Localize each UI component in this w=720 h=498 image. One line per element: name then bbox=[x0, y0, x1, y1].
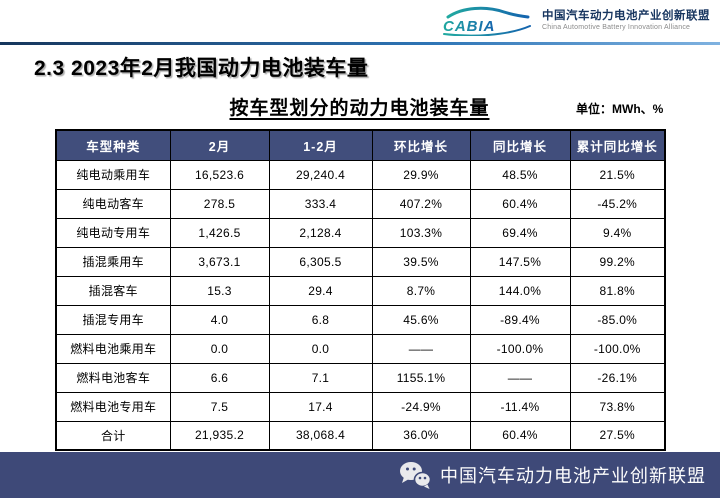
table-cell: 纯电动专用车 bbox=[55, 217, 171, 248]
table-cell: -100.0% bbox=[469, 333, 571, 364]
table-cell: 60.4% bbox=[469, 420, 571, 451]
table-cell: 0.0 bbox=[169, 333, 270, 364]
table-cell: 147.5% bbox=[469, 246, 571, 277]
table-row: 燃料电池乘用车 0.0 0.0 —— -100.0% -100.0% bbox=[55, 333, 666, 364]
table-cell: 9.4% bbox=[569, 217, 666, 248]
table-cell: 29,240.4 bbox=[268, 159, 373, 190]
table-cell: 17.4 bbox=[268, 391, 373, 422]
table-cell: 21,935.2 bbox=[169, 420, 270, 451]
table-cell: 8.7% bbox=[371, 275, 471, 306]
table-cell: 插混专用车 bbox=[55, 304, 171, 335]
column-header: 2月 bbox=[169, 129, 270, 161]
table-cell: 3,673.1 bbox=[169, 246, 270, 277]
table-cell: 4.0 bbox=[169, 304, 270, 335]
org-name-cn: 中国汽车动力电池产业创新联盟 bbox=[542, 9, 710, 22]
table-cell: -85.0% bbox=[569, 304, 666, 335]
table-body: 纯电动乘用车 16,523.6 29,240.4 29.9% 48.5% 21.5% 纯电动… bbox=[55, 159, 666, 451]
footer-bar: 中国汽车动力电池产业创新联盟 bbox=[0, 452, 720, 498]
table-cell: 燃料电池客车 bbox=[55, 362, 171, 393]
table-row: 燃料电池专用车 7.5 17.4 -24.9% -11.4% 73.8% bbox=[55, 391, 666, 422]
battery-install-table: 车型种类 2月 1-2月 环比增长 同比增长 累计同比增长 纯电动乘用车 16,523.6 2… bbox=[55, 129, 666, 451]
table-cell: 0.0 bbox=[268, 333, 373, 364]
table-cell: 燃料电池乘用车 bbox=[55, 333, 171, 364]
wechat-icon bbox=[400, 461, 432, 489]
table-cell: 7.1 bbox=[268, 362, 373, 393]
table-cell: 29.9% bbox=[371, 159, 471, 190]
table-cell: 36.0% bbox=[371, 420, 471, 451]
table-cell: 15.3 bbox=[169, 275, 270, 306]
column-header: 同比增长 bbox=[469, 129, 571, 161]
table-cell: 29.4 bbox=[268, 275, 373, 306]
table-row: 合计 21,935.2 38,068.4 36.0% 60.4% 27.5% bbox=[55, 420, 666, 451]
table-cell: -100.0% bbox=[569, 333, 666, 364]
table-cell: —— bbox=[371, 333, 471, 364]
table-row: 插混专用车 4.0 6.8 45.6% -89.4% -85.0% bbox=[55, 304, 666, 335]
table-cell: 燃料电池专用车 bbox=[55, 391, 171, 422]
table-cell: 45.6% bbox=[371, 304, 471, 335]
page-title: 2.3 2023年2月我国动力电池装车量 bbox=[34, 57, 369, 80]
table-cell: 407.2% bbox=[371, 188, 471, 219]
column-header: 累计同比增长 bbox=[569, 129, 666, 161]
footer-org-name: 中国汽车动力电池产业创新联盟 bbox=[440, 466, 706, 486]
table-cell: 103.3% bbox=[371, 217, 471, 248]
org-name-en: China Automotive Battery Innovation Alli… bbox=[542, 23, 691, 31]
unit-label: 单位：MWh、% bbox=[576, 102, 664, 116]
table-row: 纯电动乘用车 16,523.6 29,240.4 29.9% 48.5% 21.5% bbox=[55, 159, 666, 190]
table-cell: 21.5% bbox=[569, 159, 666, 190]
table-title: 按车型划分的动力电池装车量 bbox=[229, 98, 490, 119]
column-header: 车型种类 bbox=[55, 129, 171, 161]
table-cell: —— bbox=[469, 362, 571, 393]
table-cell: -26.1% bbox=[569, 362, 666, 393]
table-row: 纯电动客车 278.5 333.4 407.2% 60.4% -45.2% bbox=[55, 188, 666, 219]
table-cell: 278.5 bbox=[169, 188, 270, 219]
table-cell: -11.4% bbox=[469, 391, 571, 422]
accent-divider bbox=[0, 42, 720, 45]
table-cell: 6.8 bbox=[268, 304, 373, 335]
column-header: 环比增长 bbox=[371, 129, 471, 161]
table-cell: 69.4% bbox=[469, 217, 571, 248]
table-cell: 7.5 bbox=[169, 391, 270, 422]
table-row: 插混乘用车 3,673.1 6,305.5 39.5% 147.5% 99.2% bbox=[55, 246, 666, 277]
header-branding: CABIA 中国汽车动力电池产业创新联盟 China Automotive Ba… bbox=[438, 6, 710, 36]
table-cell: 144.0% bbox=[469, 275, 571, 306]
table-cell: 38,068.4 bbox=[268, 420, 373, 451]
table-row: 插混客车 15.3 29.4 8.7% 144.0% 81.8% bbox=[55, 275, 666, 306]
table-cell: 333.4 bbox=[268, 188, 373, 219]
cabia-logo-icon: CABIA bbox=[443, 6, 531, 36]
table-cell: 1155.1% bbox=[371, 362, 471, 393]
table-head: 车型种类 2月 1-2月 环比增长 同比增长 累计同比增长 bbox=[55, 129, 666, 161]
table-title-wrap: 按车型划分的动力电池装车量 bbox=[55, 93, 664, 120]
table-cell: 60.4% bbox=[469, 188, 571, 219]
table-row: 燃料电池客车 6.6 7.1 1155.1% —— -26.1% bbox=[55, 362, 666, 393]
table-cell: 99.2% bbox=[569, 246, 666, 277]
table-cell: 16,523.6 bbox=[169, 159, 270, 190]
org-names: 中国汽车动力电池产业创新联盟 China Automotive Battery … bbox=[542, 10, 710, 32]
table-cell: -24.9% bbox=[371, 391, 471, 422]
table-cell: 插混客车 bbox=[55, 275, 171, 306]
table-cell: 73.8% bbox=[569, 391, 666, 422]
table-row: 纯电动专用车 1,426.5 2,128.4 103.3% 69.4% 9.4% bbox=[55, 217, 666, 248]
logo-wordmark: CABIA bbox=[443, 18, 496, 35]
table-cell: 合计 bbox=[55, 420, 171, 451]
column-header: 1-2月 bbox=[268, 129, 373, 161]
table-cell: 插混乘用车 bbox=[55, 246, 171, 277]
table-cell: 81.8% bbox=[569, 275, 666, 306]
table-cell: 27.5% bbox=[569, 420, 666, 451]
table-header-row: 车型种类 2月 1-2月 环比增长 同比增长 累计同比增长 bbox=[55, 129, 666, 161]
table-cell: 纯电动乘用车 bbox=[55, 159, 171, 190]
table-cell: 6.6 bbox=[169, 362, 270, 393]
table-cell: 48.5% bbox=[469, 159, 571, 190]
table-cell: 纯电动客车 bbox=[55, 188, 171, 219]
table-cell: -45.2% bbox=[569, 188, 666, 219]
table-cell: 39.5% bbox=[371, 246, 471, 277]
table-cell: 2,128.4 bbox=[268, 217, 373, 248]
table-cell: 1,426.5 bbox=[169, 217, 270, 248]
table-cell: -89.4% bbox=[469, 304, 571, 335]
table-cell: 6,305.5 bbox=[268, 246, 373, 277]
